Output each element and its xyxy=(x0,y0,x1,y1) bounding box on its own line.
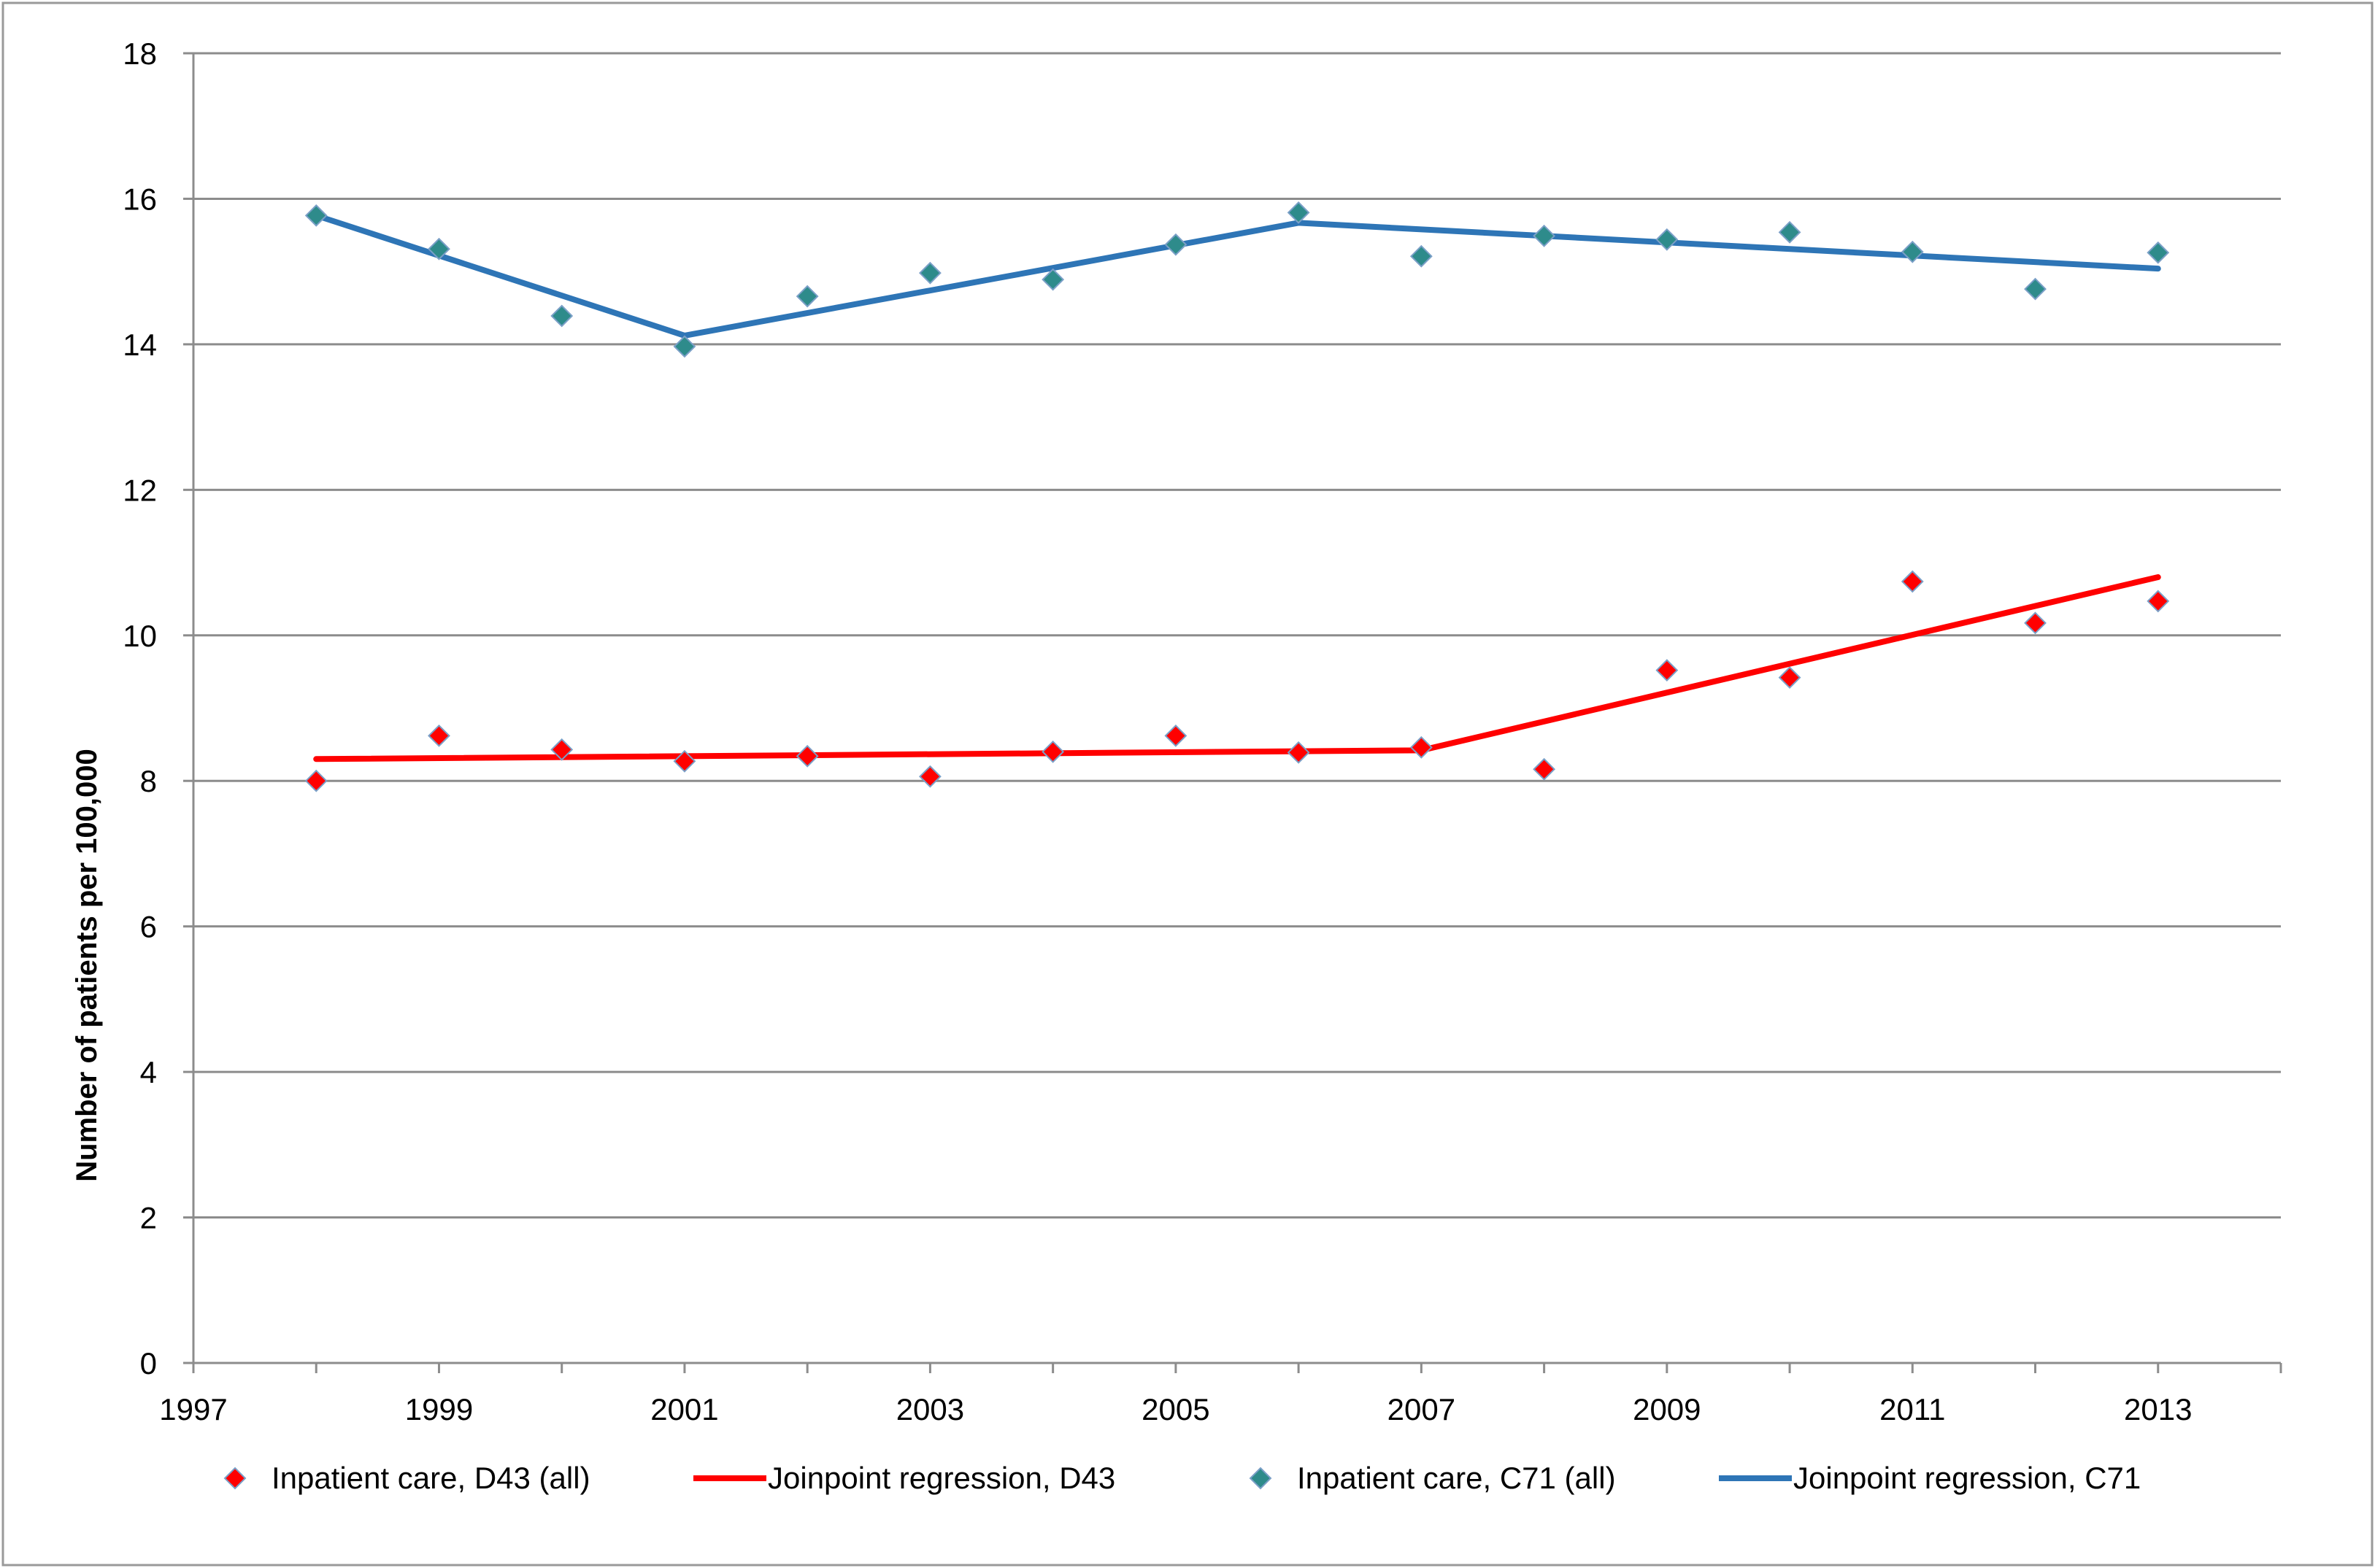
series-3-point-2004 xyxy=(1042,268,1065,291)
legend-item-1-label: Inpatient care, D43 (all) xyxy=(272,1461,590,1495)
series-1-point-2000 xyxy=(550,738,574,761)
series-1-point-2013 xyxy=(2147,590,2170,613)
x-tick-label-2003: 2003 xyxy=(896,1392,964,1426)
series-3-point-2002 xyxy=(796,285,819,308)
series-3-point-2001 xyxy=(673,335,696,358)
y-axis-label: Number of patients per 100,000 xyxy=(71,749,103,1182)
series-3-point-2008 xyxy=(1533,224,1556,247)
x-tick-label-2013: 2013 xyxy=(2124,1392,2192,1426)
x-tick-label-2011: 2011 xyxy=(1879,1392,1945,1426)
x-tick-label-1997: 1997 xyxy=(159,1392,227,1426)
series-1-point-2010 xyxy=(1778,666,1801,690)
series-3-point-2005 xyxy=(1164,233,1188,256)
series-1-point-1998 xyxy=(304,769,328,792)
series-3-point-1998 xyxy=(304,204,328,227)
series-1-point-2004 xyxy=(1042,740,1065,763)
x-tick-label-1999: 1999 xyxy=(405,1392,473,1426)
y-tick-label-6: 6 xyxy=(140,910,157,944)
y-tick-label-18: 18 xyxy=(123,36,157,71)
legend-item-3-label: Inpatient care, C71 (all) xyxy=(1297,1461,1616,1495)
series-3-point-2012 xyxy=(2024,277,2047,301)
legend-item-3-swatch xyxy=(1249,1467,1272,1490)
x-tick-label-2005: 2005 xyxy=(1142,1392,1209,1426)
axes xyxy=(183,52,2282,1373)
series-markers xyxy=(304,201,2170,792)
series-1-point-2007 xyxy=(1409,735,1433,759)
legend: Inpatient care, D43 (all) Joinpoint regre… xyxy=(223,1461,2141,1495)
series-1-point-2006 xyxy=(1287,741,1310,764)
series-3-point-2013 xyxy=(2147,241,2170,264)
legend-item-4-label: Joinpoint regression, C71 xyxy=(1793,1461,2141,1495)
series-3-point-2011 xyxy=(1901,240,1924,263)
series-3-point-2007 xyxy=(1409,244,1433,268)
y-tick-label-10: 10 xyxy=(123,619,157,653)
series-1-point-2003 xyxy=(918,765,942,788)
y-tick-label-2: 2 xyxy=(140,1201,157,1235)
legend-item-1-swatch xyxy=(223,1467,247,1490)
series-3-point-1999 xyxy=(428,237,450,260)
x-tick-label-2009: 2009 xyxy=(1633,1392,1701,1426)
y-tick-label-4: 4 xyxy=(140,1055,157,1089)
series-3-point-2006 xyxy=(1287,201,1310,224)
legend-item-2-label: Joinpoint regression, D43 xyxy=(768,1461,1115,1495)
y-tick-label-12: 12 xyxy=(123,473,157,507)
y-tick-label-0: 0 xyxy=(140,1346,157,1380)
y-tick-label-14: 14 xyxy=(123,328,157,362)
series-1-point-2005 xyxy=(1164,724,1188,747)
series-3-point-2009 xyxy=(1655,228,1679,251)
tick-labels: 0 2 4 6 8 10 12 14 16 18 1997 1999 2001 2003 2005 2007 2… xyxy=(123,36,2192,1426)
series-1-point-2011 xyxy=(1901,570,1924,593)
series-3-point-2003 xyxy=(918,261,942,285)
series-1-point-2002 xyxy=(796,744,819,768)
series-3-point-2000 xyxy=(550,304,574,328)
series-3-point-2010 xyxy=(1778,220,1801,244)
series-1-point-2001 xyxy=(673,749,696,773)
series-1-point-2009 xyxy=(1655,659,1679,682)
y-tick-label-8: 8 xyxy=(140,764,157,798)
series-1-point-2012 xyxy=(2024,611,2047,635)
series-4-line xyxy=(313,212,2161,339)
series-1-point-2008 xyxy=(1533,757,1556,781)
x-tick-label-2001: 2001 xyxy=(650,1392,718,1426)
series-1-point-1999 xyxy=(428,724,450,747)
gridlines xyxy=(193,52,2281,1219)
y-tick-label-16: 16 xyxy=(123,182,157,216)
x-tick-label-2007: 2007 xyxy=(1387,1392,1455,1426)
